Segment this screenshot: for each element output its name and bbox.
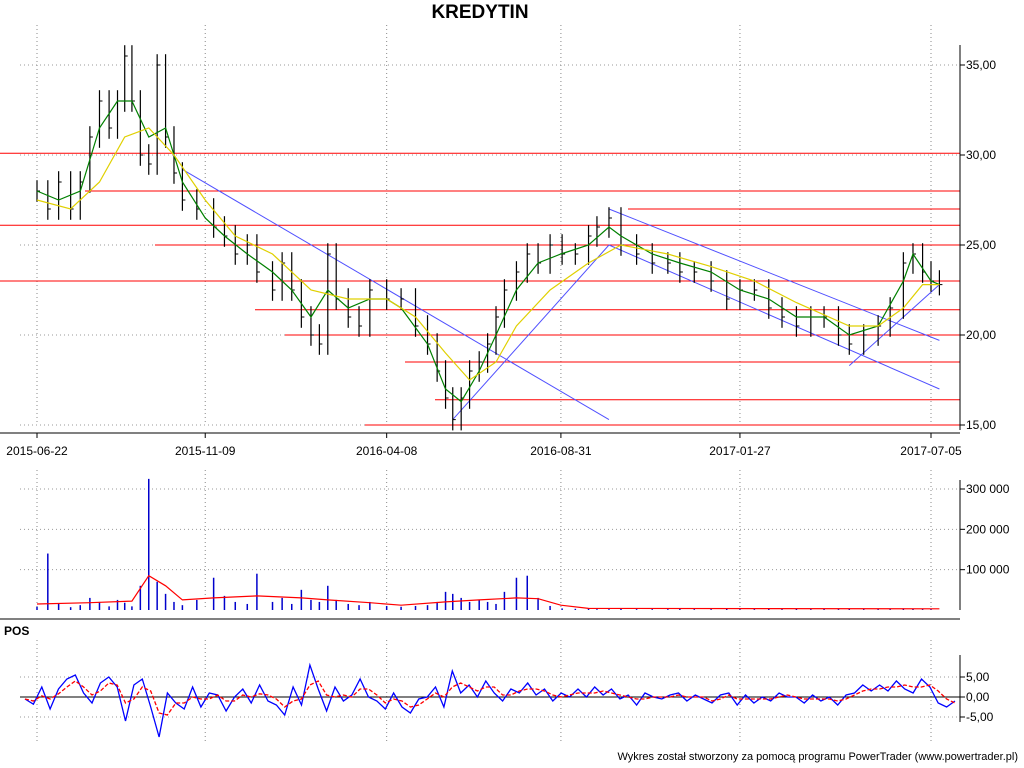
tick-labels: 15,00 20,00 25,00 30,00 35,00 100 000 200 000 3…	[6, 58, 1009, 724]
volume-tick-label: 300 000	[966, 482, 1010, 496]
price-tick-label: 15,00	[966, 418, 996, 432]
date-tick-label: 2017-01-27	[709, 444, 771, 458]
date-tick-label: 2016-08-31	[530, 444, 592, 458]
trendline	[608, 208, 940, 341]
indicator-label: POS	[4, 624, 30, 638]
pos-tick-label: 0,00	[966, 690, 990, 704]
price-tick-label: 30,00	[966, 148, 996, 162]
trendline	[452, 244, 610, 420]
moving-averages	[36, 100, 940, 403]
footer-credit: Wykres został stworzony za pomocą progra…	[617, 751, 1018, 763]
price-tick-label: 25,00	[966, 238, 996, 252]
pos-signal-line	[24, 680, 956, 716]
volume-tick-label: 200 000	[966, 522, 1010, 536]
volume-average-line	[36, 574, 940, 610]
moving-average-long	[36, 127, 940, 381]
trendline	[182, 168, 610, 421]
chart-title: KREDYTIN	[431, 2, 529, 23]
volume-panel	[36, 478, 940, 610]
moving-average-short	[36, 100, 940, 403]
pos-line	[24, 662, 956, 738]
date-tick-label: 2015-06-22	[6, 444, 68, 458]
date-tick-label: 2017-07-05	[900, 444, 962, 458]
price-bars	[36, 45, 943, 431]
date-tick-label: 2016-04-08	[356, 444, 418, 458]
axes	[0, 45, 965, 722]
grid	[20, 25, 960, 742]
pos-tick-label: 5,00	[966, 670, 990, 684]
trendline	[608, 244, 940, 390]
support-resistance-levels	[0, 152, 960, 426]
price-tick-label: 35,00	[966, 58, 996, 72]
volume-tick-label: 100 000	[966, 563, 1010, 577]
trendline	[848, 284, 940, 366]
trendlines	[182, 168, 940, 421]
price-tick-label: 20,00	[966, 328, 996, 342]
pos-tick-label: -5,00	[966, 710, 994, 724]
pos-indicator-panel	[20, 662, 960, 738]
date-tick-label: 2015-11-09	[175, 444, 236, 458]
